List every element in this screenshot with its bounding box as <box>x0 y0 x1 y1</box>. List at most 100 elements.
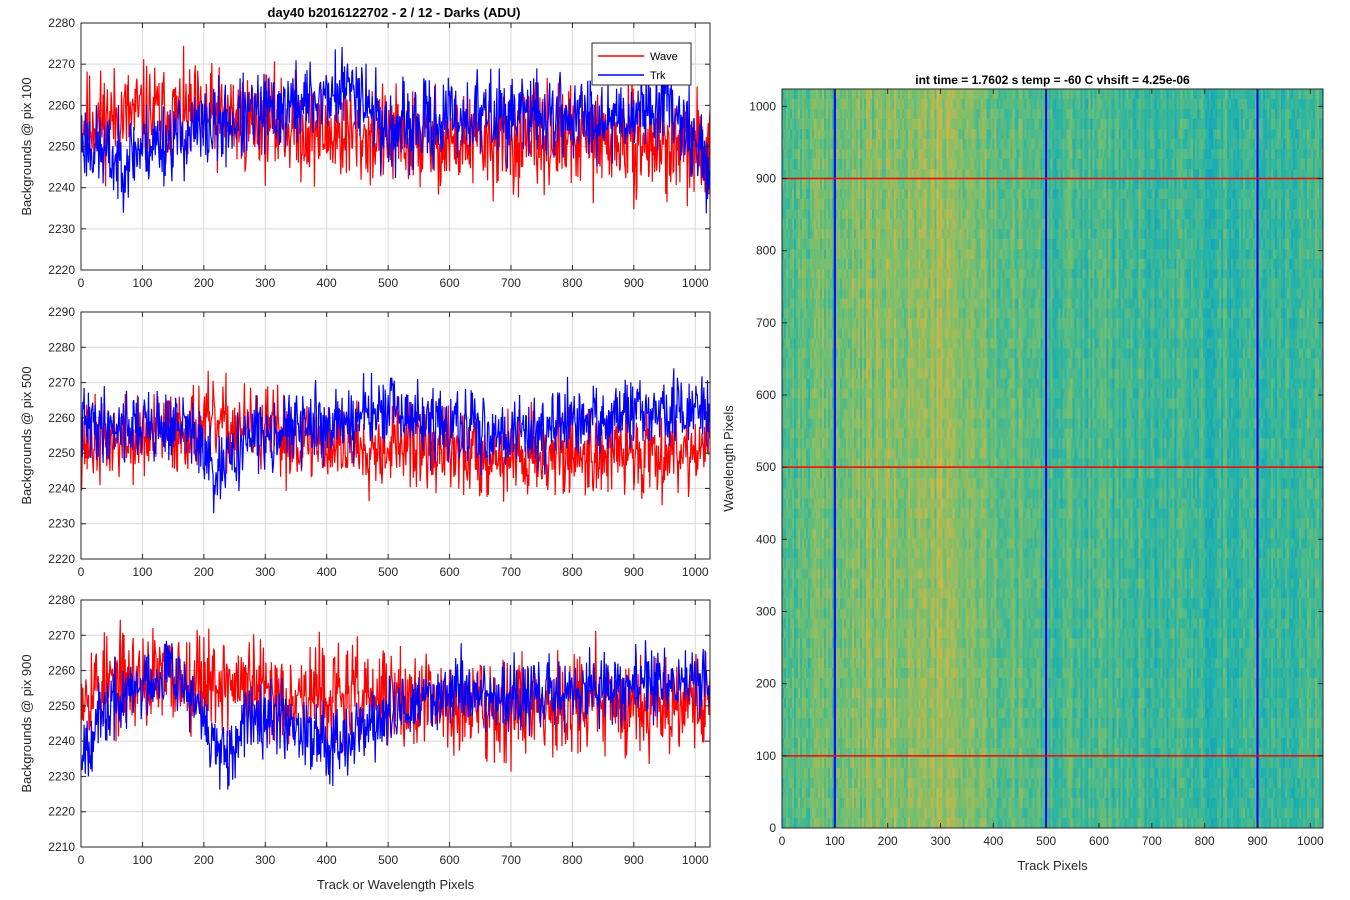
heatmap-cell <box>802 209 804 219</box>
heatmap-cell <box>796 598 798 608</box>
heatmap-cell <box>870 618 872 628</box>
heatmap-cell <box>798 99 800 109</box>
heatmap-cell <box>890 718 892 728</box>
heatmap-cell <box>818 319 820 329</box>
heatmap-cell <box>790 269 792 279</box>
heatmap-cell <box>848 209 850 219</box>
heatmap-cell <box>876 478 878 488</box>
heatmap-cell <box>792 598 794 608</box>
heatmap-cell <box>822 89 824 99</box>
heatmap-cell <box>858 339 860 349</box>
heatmap-cell <box>856 548 858 558</box>
heatmap-cell <box>894 608 896 618</box>
heatmap-cell <box>826 99 828 109</box>
heatmap-cell <box>844 488 846 498</box>
heatmap-cell <box>820 119 822 129</box>
heatmap-cell <box>796 419 798 429</box>
heatmap-cell <box>812 89 814 99</box>
heatmap-cell <box>878 518 880 528</box>
heatmap-cell <box>884 538 886 548</box>
heatmap-cell <box>808 399 810 409</box>
heatmap-cell <box>878 169 880 179</box>
heatmap-cell <box>890 409 892 419</box>
heatmap-cell <box>856 179 858 189</box>
heatmap-cell <box>820 528 822 538</box>
heatmap-cell <box>866 369 868 379</box>
heatmap-cell <box>858 628 860 638</box>
heatmap-cell <box>858 678 860 688</box>
heatmap-cell <box>862 678 864 688</box>
heatmap-cell <box>878 219 880 229</box>
heatmap-cell <box>808 518 810 528</box>
heatmap-cell <box>820 538 822 548</box>
heatmap-cell <box>848 678 850 688</box>
heatmap-cell <box>814 488 816 498</box>
heatmap-cell <box>876 369 878 379</box>
heatmap-cell <box>898 638 900 648</box>
heatmap-cell <box>850 419 852 429</box>
heatmap-cell <box>858 159 860 169</box>
heatmap-cell <box>818 498 820 508</box>
heatmap-cell <box>886 538 888 548</box>
heatmap-cell <box>826 498 828 508</box>
heatmap-cell <box>878 648 880 658</box>
heatmap-cell <box>892 628 894 638</box>
heatmap-cell <box>802 688 804 698</box>
heatmap-cell <box>886 598 888 608</box>
heatmap-cell <box>808 688 810 698</box>
heatmap-cell <box>860 608 862 618</box>
heatmap-cell <box>860 149 862 159</box>
heatmap-cell <box>878 329 880 339</box>
heatmap-cell <box>908 139 910 149</box>
heatmap-cell <box>806 588 808 598</box>
heatmap-cell <box>890 548 892 558</box>
heatmap-cell <box>800 139 802 149</box>
heatmap-cell <box>792 319 794 329</box>
heatmap-cell <box>898 329 900 339</box>
heatmap-cell <box>806 439 808 449</box>
heatmap-cell <box>908 648 910 658</box>
heatmap-cell <box>884 548 886 558</box>
heatmap-cell <box>862 538 864 548</box>
heatmap-cell <box>896 229 898 239</box>
heatmap-cell <box>808 429 810 439</box>
heatmap-cell <box>900 608 902 618</box>
heatmap-cell <box>810 658 812 668</box>
heatmap-cell <box>852 768 854 778</box>
heatmap-cell <box>888 468 890 478</box>
heatmap-cell <box>886 109 888 119</box>
heatmap-cell <box>856 109 858 119</box>
heatmap-cell <box>846 798 848 808</box>
heatmap-cell <box>888 259 890 269</box>
heatmap-cell <box>900 379 902 389</box>
heatmap-cell <box>786 628 788 638</box>
heatmap-cell <box>888 189 890 199</box>
heatmap-cell <box>790 818 792 828</box>
heatmap-cell <box>838 518 840 528</box>
heatmap-cell <box>846 319 848 329</box>
heatmap-cell <box>844 578 846 588</box>
heatmap-cell <box>876 429 878 439</box>
heatmap-cell <box>786 299 788 309</box>
heatmap-cell <box>856 129 858 139</box>
heatmap-cell <box>854 269 856 279</box>
heatmap-cell <box>848 728 850 738</box>
heatmap-cell <box>894 269 896 279</box>
heatmap-cell <box>818 139 820 149</box>
heatmap-cell <box>814 369 816 379</box>
heatmap-cell <box>786 668 788 678</box>
heatmap-cell <box>898 618 900 628</box>
heatmap-cell <box>840 449 842 459</box>
heatmap-cell <box>862 189 864 199</box>
heatmap-cell <box>868 468 870 478</box>
heatmap-cell <box>892 548 894 558</box>
heatmap-cell <box>844 538 846 548</box>
heatmap-cell <box>788 399 790 409</box>
heatmap-cell <box>854 738 856 748</box>
heatmap-cell <box>870 548 872 558</box>
heatmap-cell <box>896 608 898 618</box>
heatmap-cell <box>820 249 822 259</box>
heatmap-cell <box>812 329 814 339</box>
heatmap-cell <box>870 169 872 179</box>
heatmap-cell <box>808 568 810 578</box>
